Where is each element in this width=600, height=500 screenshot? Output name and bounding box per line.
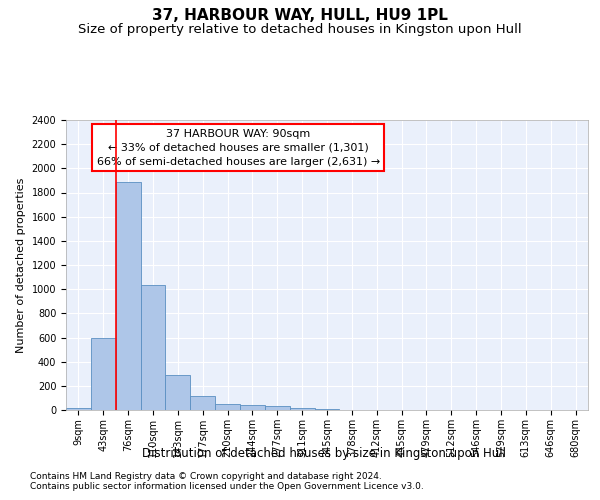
Bar <box>116 182 140 410</box>
Bar <box>166 375 190 410</box>
Text: Distribution of detached houses by size in Kingston upon Hull: Distribution of detached houses by size … <box>142 448 506 460</box>
Bar <box>140 285 166 410</box>
Bar <box>215 404 240 410</box>
Text: Contains HM Land Registry data © Crown copyright and database right 2024.: Contains HM Land Registry data © Crown c… <box>30 472 382 481</box>
Bar <box>91 338 116 410</box>
Bar <box>290 408 314 410</box>
Y-axis label: Number of detached properties: Number of detached properties <box>16 178 26 352</box>
Bar <box>265 406 290 410</box>
Text: 37, HARBOUR WAY, HULL, HU9 1PL: 37, HARBOUR WAY, HULL, HU9 1PL <box>152 8 448 22</box>
Bar <box>240 404 265 410</box>
Bar <box>190 396 215 410</box>
Text: Size of property relative to detached houses in Kingston upon Hull: Size of property relative to detached ho… <box>78 22 522 36</box>
Bar <box>66 408 91 410</box>
Text: 37 HARBOUR WAY: 90sqm
← 33% of detached houses are smaller (1,301)
66% of semi-d: 37 HARBOUR WAY: 90sqm ← 33% of detached … <box>97 128 380 166</box>
Text: Contains public sector information licensed under the Open Government Licence v3: Contains public sector information licen… <box>30 482 424 491</box>
